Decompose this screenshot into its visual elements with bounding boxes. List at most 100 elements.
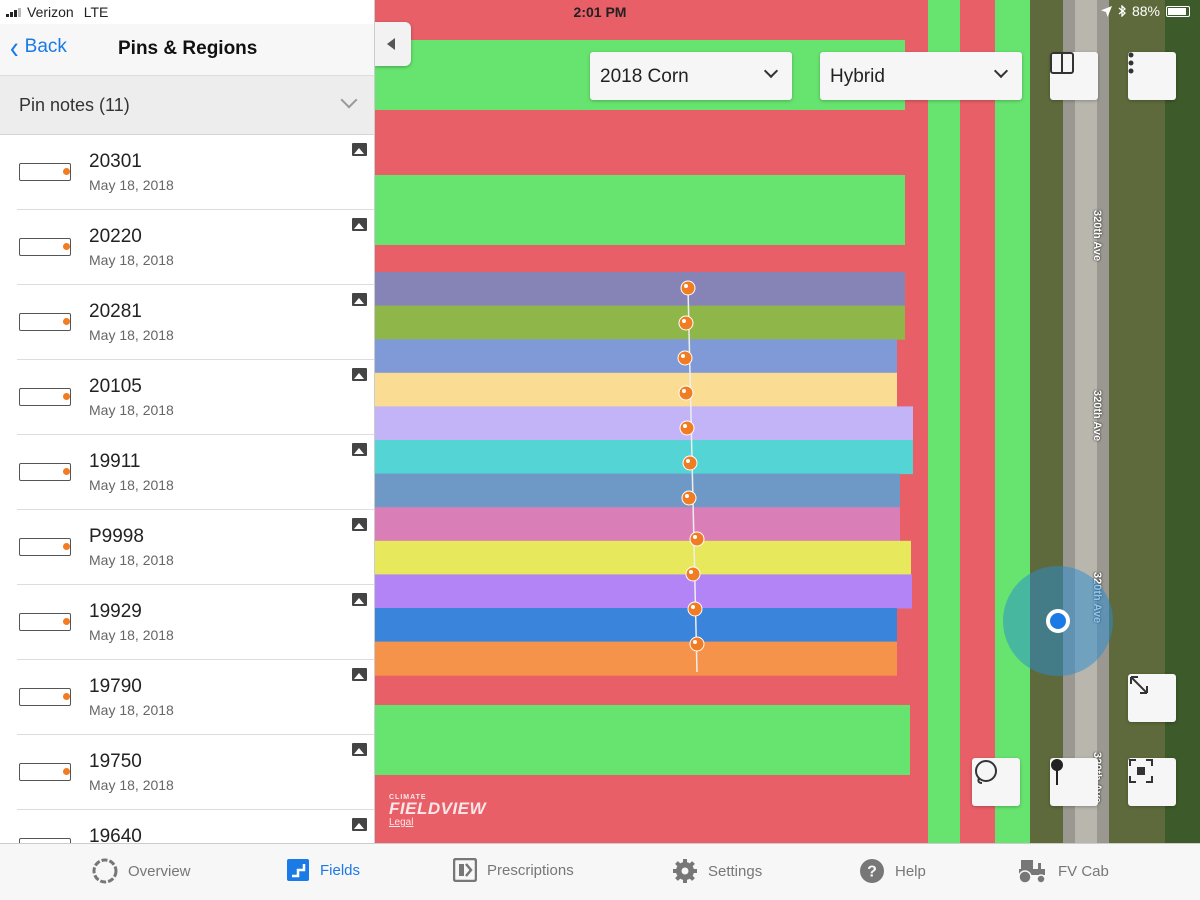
tab-label: Prescriptions xyxy=(487,861,574,879)
list-item[interactable]: P9998 May 18, 2018 xyxy=(17,510,374,585)
tab-prescriptions[interactable]: Prescriptions xyxy=(453,858,574,882)
split-view-icon xyxy=(1050,52,1074,74)
photo-icon xyxy=(352,368,367,381)
page-title: Pins & Regions xyxy=(118,38,258,59)
hybrid-strip[interactable] xyxy=(375,305,905,340)
split-view-button[interactable] xyxy=(1050,52,1098,100)
map-pin-marker[interactable] xyxy=(681,490,697,506)
hybrid-strip[interactable] xyxy=(375,540,911,575)
tab-label: FV Cab xyxy=(1058,862,1109,880)
list-item[interactable]: 20105 May 18, 2018 xyxy=(17,360,374,435)
photo-icon xyxy=(352,668,367,681)
pin-thumbnail-icon xyxy=(19,538,71,556)
list-item[interactable]: 20220 May 18, 2018 xyxy=(17,210,374,285)
hybrid-strip[interactable] xyxy=(375,473,900,508)
green-strips xyxy=(375,40,910,775)
pin-date: May 18, 2018 xyxy=(89,402,174,418)
season-select-value: 2018 Corn xyxy=(600,66,689,87)
pin-thumbnail-icon xyxy=(19,163,71,181)
expand-arrows-icon xyxy=(1130,676,1148,694)
more-options-button[interactable] xyxy=(1128,52,1176,100)
legal-link[interactable]: Legal xyxy=(389,817,414,828)
status-bar: Verizon LTE 2:01 PM 88% xyxy=(0,0,1200,24)
map-pin-marker[interactable] xyxy=(680,280,696,296)
hybrid-strip[interactable] xyxy=(375,574,912,609)
layer-select[interactable]: Hybrid xyxy=(820,52,1022,100)
navigation-bar: ‹ Back Pins & Regions xyxy=(0,24,374,76)
tab-settings[interactable]: Settings xyxy=(672,858,762,884)
back-label: Back xyxy=(24,36,67,57)
map-pin-marker[interactable] xyxy=(677,350,693,366)
location-arrow-icon xyxy=(1100,5,1112,17)
pin-date: May 18, 2018 xyxy=(89,552,174,568)
pins-regions-panel: ‹ Back Pins & Regions Pin notes (11) 203… xyxy=(0,0,375,843)
hybrid-strip[interactable] xyxy=(375,372,897,407)
photo-icon xyxy=(352,443,367,456)
field-green-strip-right xyxy=(928,0,960,843)
field-map[interactable]: 2018 Corn Hybrid 320th Ave 320th Ave 320… xyxy=(375,0,1200,843)
tab-fields[interactable]: Fields xyxy=(286,858,360,882)
bluetooth-icon xyxy=(1118,5,1126,17)
map-pin-marker[interactable] xyxy=(682,455,698,471)
map-pin-marker[interactable] xyxy=(678,315,694,331)
pin-notes-section-header[interactable]: Pin notes (11) xyxy=(0,76,374,135)
clock: 2:01 PM xyxy=(573,4,627,20)
back-button[interactable]: ‹ Back xyxy=(10,29,67,65)
hybrid-strip[interactable] xyxy=(375,641,897,676)
list-item[interactable]: 20301 May 18, 2018 xyxy=(17,135,374,210)
map-pin-marker[interactable] xyxy=(689,636,705,652)
chevron-left-icon: ‹ xyxy=(10,29,19,65)
map-pin-marker[interactable] xyxy=(685,566,701,582)
map-pin-marker[interactable] xyxy=(679,420,695,436)
frame-icon xyxy=(1129,759,1153,783)
drop-pin-button[interactable] xyxy=(1050,758,1098,806)
tab-label: Settings xyxy=(708,862,763,880)
pin-date: May 18, 2018 xyxy=(89,177,174,193)
map-pin-marker[interactable] xyxy=(687,601,703,617)
carrier-info: Verizon LTE xyxy=(6,4,108,20)
tab-label: Help xyxy=(895,862,926,880)
map-pin-marker[interactable] xyxy=(678,385,694,401)
tab-fv-cab[interactable]: FV Cab xyxy=(1016,858,1109,884)
bottom-tab-bar: Overview Fields Prescriptions Settings ?… xyxy=(0,843,1200,900)
battery-icon xyxy=(1166,5,1190,17)
hybrid-strip[interactable] xyxy=(375,440,913,475)
hybrid-strip[interactable] xyxy=(375,272,905,307)
lasso-icon xyxy=(975,760,997,784)
photo-icon xyxy=(352,293,367,306)
chevron-down-icon xyxy=(340,91,358,109)
list-item[interactable]: 20281 May 18, 2018 xyxy=(17,285,374,360)
list-item[interactable]: 19790 May 18, 2018 xyxy=(17,660,374,735)
map-pin-marker[interactable] xyxy=(689,531,705,547)
fields-icon xyxy=(287,859,309,881)
photo-icon xyxy=(352,218,367,231)
zoom-to-fit-button[interactable] xyxy=(1128,758,1176,806)
hybrid-strip[interactable] xyxy=(375,507,900,542)
pin-title: 19640 xyxy=(89,826,142,843)
expand-map-button[interactable] xyxy=(1128,674,1176,722)
pin-date: May 18, 2018 xyxy=(89,627,174,643)
road-label: 320th Ave xyxy=(1091,210,1103,262)
pin-title: 20220 xyxy=(89,226,142,247)
svg-text:?: ? xyxy=(867,864,877,881)
season-select[interactable]: 2018 Corn xyxy=(590,52,792,100)
pin-title: 19929 xyxy=(89,601,142,622)
pin-title: 20301 xyxy=(89,151,142,172)
pin-icon xyxy=(1051,759,1063,785)
collapse-sidebar-button[interactable] xyxy=(375,22,411,66)
photo-icon xyxy=(352,818,367,831)
hybrid-strip[interactable] xyxy=(375,339,897,374)
list-item[interactable]: 19911 May 18, 2018 xyxy=(17,435,374,510)
tab-overview[interactable]: Overview xyxy=(92,858,191,884)
tab-help[interactable]: ? Help xyxy=(859,858,926,884)
current-location-icon[interactable] xyxy=(1046,609,1070,633)
lasso-region-button[interactable] xyxy=(972,758,1020,806)
pin-title: P9998 xyxy=(89,526,144,547)
pin-title: 19790 xyxy=(89,676,142,697)
list-item[interactable]: 19929 May 18, 2018 xyxy=(17,585,374,660)
hybrid-strip[interactable] xyxy=(375,406,913,441)
pin-title: 19750 xyxy=(89,751,142,772)
list-item[interactable]: 19640 xyxy=(17,810,374,843)
hybrid-strip[interactable] xyxy=(375,608,897,643)
list-item[interactable]: 19750 May 18, 2018 xyxy=(17,735,374,810)
